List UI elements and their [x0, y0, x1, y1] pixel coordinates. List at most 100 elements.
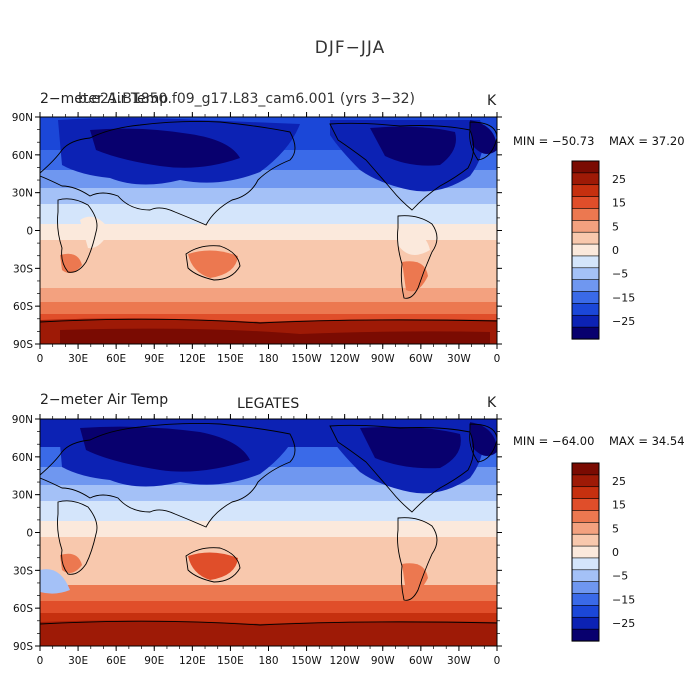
colorbar2-swatch	[571, 498, 600, 512]
colorbar2-swatch	[571, 628, 600, 642]
colorbar2-swatch	[571, 581, 600, 595]
panel2-coastlines	[40, 422, 497, 626]
colorbar1-tick-label: 5	[612, 220, 619, 233]
panel2-lon-label: 150W	[291, 655, 322, 667]
panel2-units: K	[487, 395, 497, 411]
panel1-lon-label: 150E	[217, 353, 244, 365]
colorbar1-swatch	[571, 314, 600, 328]
colorbar1-tick-label: 0	[612, 244, 619, 257]
colorbar1-tick-label: −5	[612, 268, 628, 281]
panel2-map	[40, 419, 497, 646]
panel1-lon-label: 90E	[144, 353, 164, 365]
panel1-lat-label: 60S	[13, 301, 33, 313]
panel2-min: MIN = −64.00	[513, 434, 595, 448]
panel2-lon-label: 0	[37, 655, 44, 667]
colorbar2-swatch	[571, 557, 600, 571]
panel1-lat-label: 60N	[12, 150, 33, 162]
panel1-lon-label: 120E	[179, 353, 206, 365]
panel2-lat-label: 90S	[13, 641, 33, 653]
panel1-min: MIN = −50.73	[513, 134, 595, 148]
panel2-lat-label: 0	[26, 528, 33, 540]
colorbar2-swatch	[571, 522, 600, 535]
panel2-lat-label: 30N	[12, 490, 33, 502]
colorbar2-frame	[571, 462, 600, 642]
figure-title: DJF−JJA	[314, 38, 386, 58]
colorbar2-swatch	[571, 616, 600, 630]
colorbar2-tick-label: 5	[612, 522, 619, 535]
panel1-lon-label: 60W	[409, 353, 433, 365]
panel1-lon-label: 150W	[291, 353, 322, 365]
colorbar1-swatch	[571, 196, 600, 210]
colorbar1-swatch	[571, 220, 600, 233]
colorbar2-swatch	[571, 486, 600, 500]
panel2-lon-label: 60E	[106, 655, 126, 667]
panel1-lat-label: 90N	[12, 112, 33, 124]
colorbar2-swatch	[571, 533, 600, 547]
panel1-lat-label: 30S	[13, 263, 33, 275]
colorbar2-tick-label: −5	[612, 570, 628, 583]
axes-layer: 90N 60N 30N 0 30S 60S 90S 0 30E 60E 90E 120E 150E 180…	[12, 112, 502, 667]
colorbar1-swatch	[571, 303, 600, 316]
colorbar1-tick-label: 25	[612, 173, 626, 186]
colorbar2-swatch	[571, 510, 600, 523]
panel1-lon-label: 60E	[106, 353, 126, 365]
panel2-left-title-variable: 2−meter Air Temp	[40, 392, 169, 408]
colorbar1-swatch	[571, 255, 600, 269]
panel1-lon-label: 0	[37, 353, 44, 365]
colorbar1-swatch	[571, 279, 600, 293]
colorbar2-swatch	[571, 593, 600, 606]
colorbar1-swatch	[571, 291, 600, 304]
colorbar2-swatch	[571, 474, 600, 488]
colorbar2-tick-label: −15	[612, 593, 635, 606]
colorbar1-swatch	[571, 208, 600, 221]
panel1-max: MAX = 37.20	[609, 134, 685, 148]
colorbar1-swatch	[571, 231, 600, 245]
panel2-lon-label: 0	[494, 655, 501, 667]
colorbar2-tick-label: −25	[612, 617, 635, 630]
panel2-lat-label: 60S	[13, 603, 33, 615]
colorbar1-tick-label: 15	[612, 197, 626, 210]
colorbar1-swatch	[571, 326, 600, 340]
colorbar1-tick-label: −15	[612, 291, 635, 304]
colorbar2-swatch	[571, 569, 600, 583]
panel1-lat-label: 90S	[13, 339, 33, 351]
panel2-lat-label: 60N	[12, 452, 33, 464]
panel1-lon-label: 0	[494, 353, 501, 365]
panel2-lon-label: 180	[258, 655, 278, 667]
panel1-lat-label: 30N	[12, 188, 33, 200]
panel2-lon-label: 120E	[179, 655, 206, 667]
panel1-left-title-variable: 2−meter Air Temp	[40, 91, 169, 107]
panel2-lat-label: 90N	[12, 414, 33, 426]
colorbar1-swatch	[571, 267, 600, 281]
colorbar2-tick-label: 0	[612, 546, 619, 559]
panel1-lon-label: 180	[258, 353, 278, 365]
panel2-center-title: LEGATES	[237, 396, 300, 412]
colorbar1-swatch	[571, 243, 600, 257]
panel1-lon-label: 30W	[447, 353, 471, 365]
colorbar2-tick-label: 15	[612, 499, 626, 512]
colorbar1-swatch	[571, 160, 600, 174]
panel2-lon-label: 30E	[68, 655, 88, 667]
colorbar1-frame	[571, 160, 600, 340]
colorbars-layer: 25 15 5 0 −5 −15 −25 25 15 5 0 −5 −15 −25	[571, 160, 635, 642]
panel2-lon-label: 30W	[447, 655, 471, 667]
colorbar1-swatch	[571, 184, 600, 198]
panel1-map	[40, 117, 497, 344]
panel2-lon-label: 120W	[329, 655, 360, 667]
colorbar2-swatch	[571, 605, 600, 618]
colorbar1-swatch	[571, 172, 600, 186]
panel1-units: K	[487, 93, 497, 109]
panel2-lon-label: 90E	[144, 655, 164, 667]
panel2-max: MAX = 34.54	[609, 434, 685, 448]
colorbar2-swatch	[571, 545, 600, 559]
panel1-lon-label: 30E	[68, 353, 88, 365]
panel1-lon-label: 120W	[329, 353, 360, 365]
panel1-lon-label: 90W	[371, 353, 395, 365]
colorbar1-tick-label: −25	[612, 315, 635, 328]
panel1-coastlines	[40, 120, 497, 324]
panel1-left-title-case: b.e21.B1850.f09_g17.L83_cam6.001 (yrs 3−…	[78, 91, 416, 107]
panel2-lon-label: 60W	[409, 655, 433, 667]
panel1-lat-label: 0	[26, 226, 33, 238]
panel2-lat-label: 30S	[13, 565, 33, 577]
